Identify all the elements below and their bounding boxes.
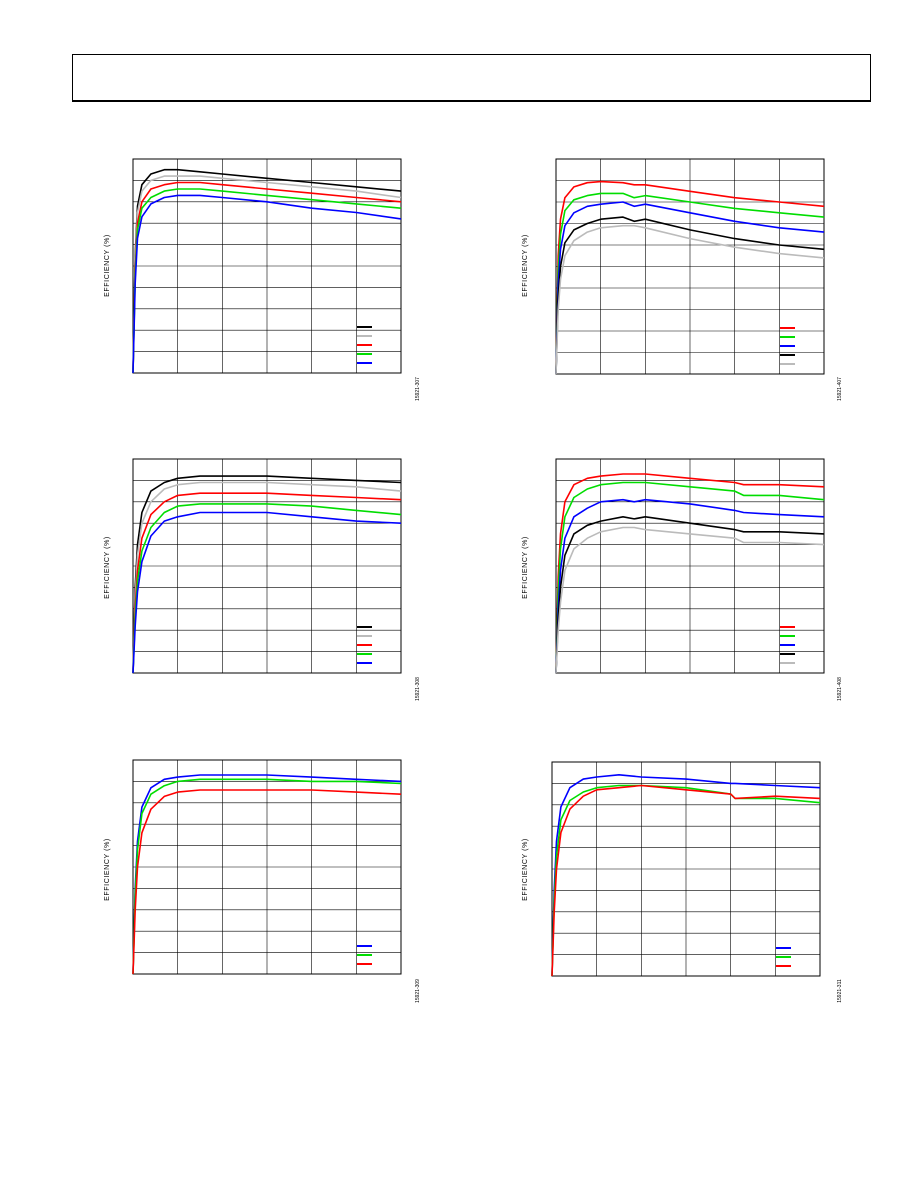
series-line-gray: [132, 481, 402, 674]
y-axis-label-2: EFFICIENCY (%): [521, 234, 529, 297]
efficiency-chart-svg: [132, 458, 402, 674]
series-line-green: [132, 503, 402, 674]
y-axis-label-5: EFFICIENCY (%): [103, 838, 111, 901]
series-line-green: [555, 481, 825, 674]
series-line-green: [132, 188, 402, 374]
chart-panel-efficiency-1: [132, 158, 402, 374]
series-line-red: [132, 181, 402, 374]
series-line-red: [132, 492, 402, 674]
page-header-box: [72, 54, 871, 102]
series-line-gray: [555, 224, 825, 375]
y-axis-label-6: EFFICIENCY (%): [521, 838, 529, 901]
series-line-blue: [132, 774, 402, 975]
series-line-black: [132, 475, 402, 674]
series-line-black: [132, 168, 402, 374]
plot-frame: [555, 158, 825, 375]
plot-frame: [551, 761, 821, 977]
series-line-blue: [551, 774, 821, 977]
series-line-red: [132, 789, 402, 975]
y-axis-label-3: EFFICIENCY (%): [103, 536, 111, 599]
plot-frame: [132, 759, 402, 975]
series-line-red: [551, 784, 821, 977]
chart-panel-efficiency-4: [555, 458, 825, 674]
series-line-blue: [555, 201, 825, 375]
series-line-blue: [555, 498, 825, 674]
chart-panel-efficiency-6: [551, 761, 821, 977]
series-line-black: [555, 216, 825, 375]
efficiency-chart-svg: [132, 158, 402, 374]
y-axis-label-1: EFFICIENCY (%): [103, 234, 111, 297]
y-axis-label-4: EFFICIENCY (%): [521, 536, 529, 599]
series-line-red: [555, 180, 825, 375]
figure-id-3: 15921-308: [414, 677, 421, 701]
series-line-green: [555, 192, 825, 375]
plot-frame: [132, 158, 402, 374]
figure-id-2: 15921-407: [836, 377, 843, 401]
series-line-blue: [132, 511, 402, 674]
plot-frame: [555, 458, 825, 674]
series-line-green: [132, 778, 402, 975]
series-line-red: [555, 473, 825, 674]
chart-panel-efficiency-5: [132, 759, 402, 975]
series-line-gray: [132, 175, 402, 374]
figure-id-5: 15921-309: [414, 979, 421, 1003]
series-line-blue: [132, 194, 402, 374]
plot-frame: [132, 458, 402, 674]
figure-id-1: 15921-307: [414, 377, 421, 401]
figure-id-6: 15921-311: [836, 979, 843, 1003]
chart-panel-efficiency-2: [555, 158, 825, 375]
series-line-black: [555, 515, 825, 674]
efficiency-chart-svg: [551, 761, 821, 977]
efficiency-chart-svg: [555, 458, 825, 674]
series-line-gray: [555, 526, 825, 674]
figure-id-4: 15921-408: [836, 677, 843, 701]
efficiency-chart-svg: [555, 158, 825, 375]
chart-panel-efficiency-3: [132, 458, 402, 674]
efficiency-chart-svg: [132, 759, 402, 975]
